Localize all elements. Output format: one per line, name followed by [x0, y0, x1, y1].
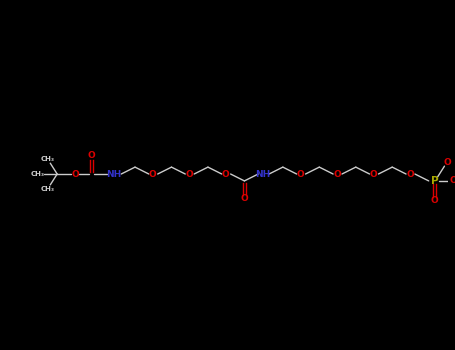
Text: O: O: [431, 196, 439, 205]
Text: CH₃: CH₃: [30, 171, 45, 177]
Text: O: O: [149, 169, 157, 178]
Text: P: P: [431, 176, 439, 186]
Text: O: O: [444, 158, 451, 167]
Text: O: O: [450, 176, 455, 186]
Text: NH: NH: [256, 169, 271, 178]
Text: O: O: [88, 151, 96, 160]
Text: O: O: [297, 169, 304, 178]
Text: O: O: [222, 169, 230, 178]
Text: NH: NH: [106, 169, 121, 178]
Text: CH₃: CH₃: [40, 156, 54, 162]
Text: O: O: [333, 169, 341, 178]
Text: CH₃: CH₃: [40, 186, 54, 192]
Text: O: O: [369, 169, 377, 178]
Text: O: O: [241, 194, 248, 203]
Text: O: O: [406, 169, 414, 178]
Text: O: O: [185, 169, 193, 178]
Text: O: O: [71, 169, 79, 178]
